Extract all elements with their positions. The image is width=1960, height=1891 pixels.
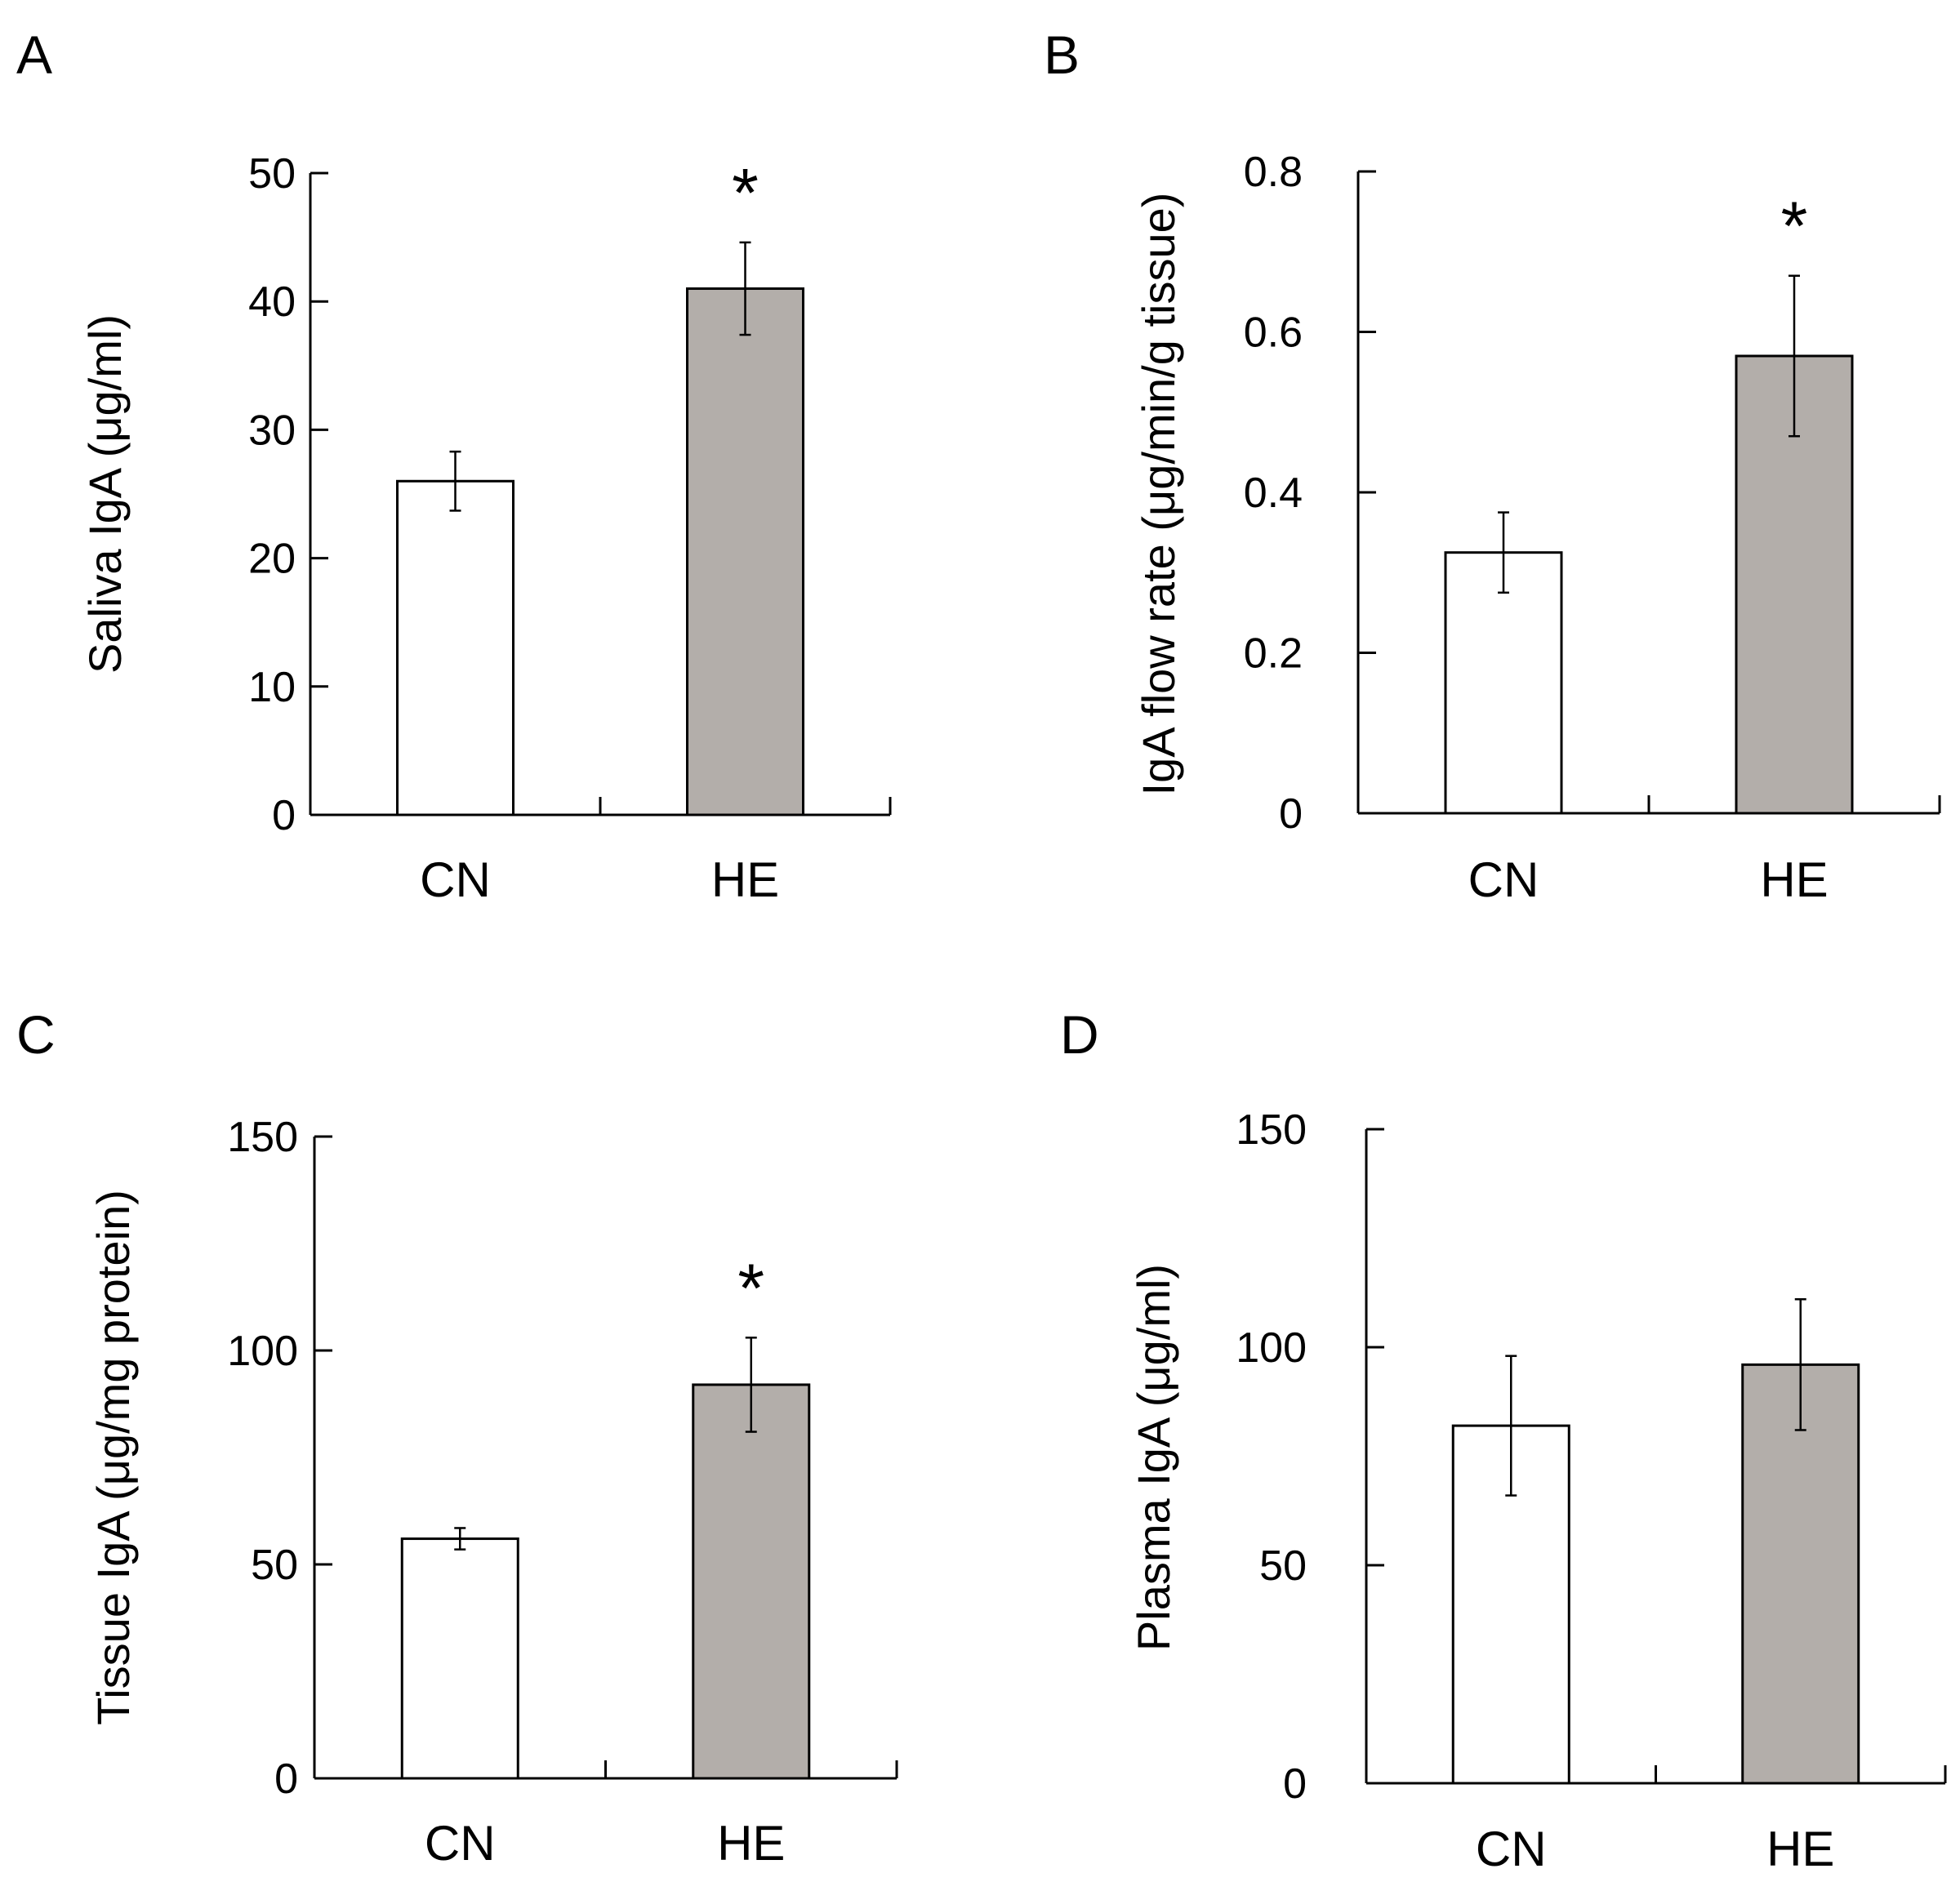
- x-category-label: HE: [1760, 852, 1828, 907]
- x-category-label: CN: [1468, 852, 1539, 907]
- y-tick-label: 0: [272, 792, 296, 839]
- y-tick-label: 0: [274, 1755, 298, 1803]
- y-axis-title: Plasma IgA (μg/ml): [1128, 1264, 1179, 1651]
- y-axis-title: IgA flow rate (μg/min/g tissue): [1133, 193, 1184, 796]
- bar-cn: [396, 479, 514, 816]
- y-tick-label: 150: [227, 1114, 298, 1161]
- y-tick-label: 40: [248, 278, 296, 326]
- x-category-label: CN: [425, 1816, 496, 1871]
- x-category-label: HE: [1766, 1822, 1834, 1876]
- bar-he: [1741, 1363, 1860, 1785]
- x-category-label: CN: [1476, 1822, 1547, 1876]
- panel-letter: D: [1060, 1004, 1099, 1065]
- significance-marker: *: [737, 1249, 764, 1326]
- panel-letter: B: [1044, 24, 1080, 85]
- panel-c: C 0 50 100 150 CN HE * Tissue IgA (μg/mg protein…: [16, 1004, 898, 1871]
- y-axis-title: Saliva IgA (μg/ml): [79, 314, 131, 674]
- bar-he: [692, 1383, 811, 1780]
- y-axis-title: Tissue IgA (μg/mg protein): [87, 1190, 139, 1725]
- x-category-label: HE: [711, 852, 779, 907]
- y-tick-label: 0.2: [1244, 630, 1303, 678]
- y-tick-label: 100: [1236, 1324, 1307, 1372]
- y-tick-label: 100: [227, 1328, 298, 1375]
- panel-a: A 0 10 20 30 40 50 CN HE * Saliva IgA (μg/ml): [16, 24, 892, 907]
- bar-cn: [400, 1537, 519, 1780]
- y-tick-label: 10: [248, 664, 296, 711]
- x-category-label: CN: [420, 852, 491, 907]
- panel-b: B 0 0.2 0.4 0.6 0.8 CN HE * IgA flow rate (μg/min…: [1044, 24, 1941, 907]
- y-tick-label: 50: [248, 150, 296, 198]
- y-tick-label: 150: [1236, 1106, 1307, 1154]
- y-tick-label: 30: [248, 407, 296, 454]
- significance-marker: *: [1781, 188, 1808, 265]
- y-tick-label: 20: [248, 536, 296, 583]
- x-category-label: HE: [717, 1816, 785, 1871]
- panel-letter: A: [16, 24, 52, 85]
- panel-d: D 0 50 100 150 CN HE Plasma IgA (μg/ml): [1060, 1004, 1947, 1876]
- y-tick-label: 0: [1279, 790, 1303, 838]
- y-tick-label: 0.8: [1244, 149, 1303, 196]
- y-tick-label: 0.6: [1244, 309, 1303, 357]
- significance-marker: *: [732, 154, 759, 231]
- bar-he: [686, 287, 804, 816]
- panel-letter: C: [16, 1004, 56, 1065]
- y-tick-label: 0.4: [1244, 469, 1303, 517]
- y-tick-label: 50: [251, 1542, 298, 1589]
- y-tick-label: 0: [1283, 1760, 1307, 1808]
- y-tick-label: 50: [1259, 1542, 1307, 1590]
